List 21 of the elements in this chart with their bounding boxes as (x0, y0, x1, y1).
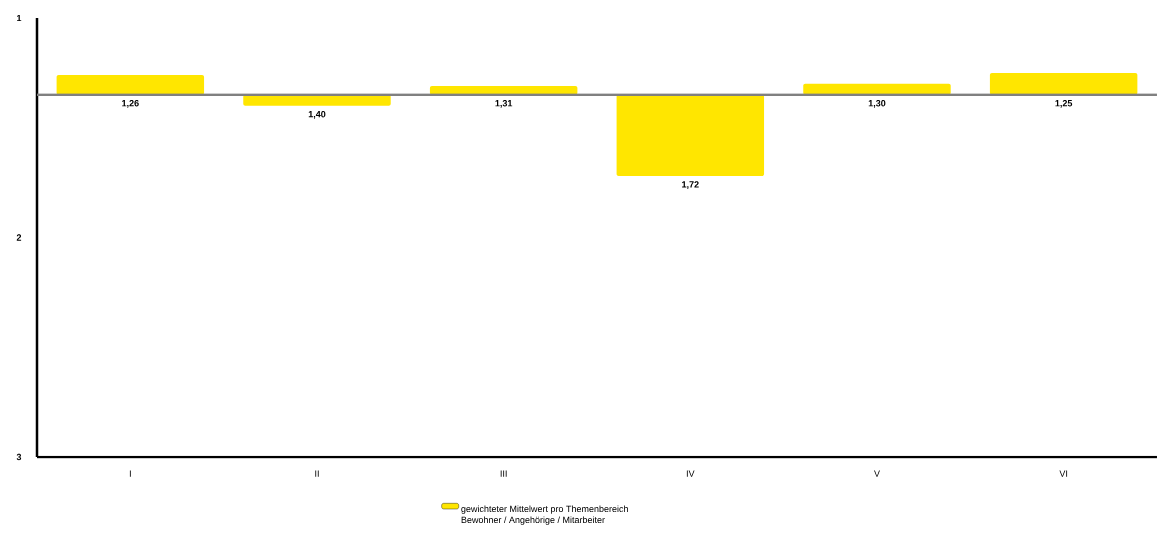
y-tick-label: 2 (16, 234, 22, 241)
data-label: 1,31 (495, 100, 513, 108)
bar (616, 94, 765, 177)
data-label: 1,40 (308, 111, 326, 119)
data-label: 1,26 (122, 100, 139, 108)
x-tick-label: II (315, 470, 319, 477)
y-tick-label: 1 (17, 14, 22, 22)
data-label: 1,72 (682, 181, 699, 189)
legend-label: gewichteter Mittelwert pro Themenbereich Bewohner / Angehörige / Mitarbeiter (461, 505, 628, 525)
x-tick-label: III (500, 470, 507, 477)
x-tick-label: IV (686, 470, 695, 477)
x-tick-label: VI (1059, 470, 1068, 477)
x-tick-label: I (129, 470, 131, 477)
data-label: 1,25 (1055, 100, 1073, 108)
bar (989, 72, 1138, 95)
bar (803, 83, 951, 95)
bar (56, 75, 205, 95)
data-label: 1,30 (868, 100, 886, 108)
y-tick-label: 3 (16, 453, 22, 461)
bar (243, 94, 391, 106)
x-tick-label: V (874, 470, 880, 477)
